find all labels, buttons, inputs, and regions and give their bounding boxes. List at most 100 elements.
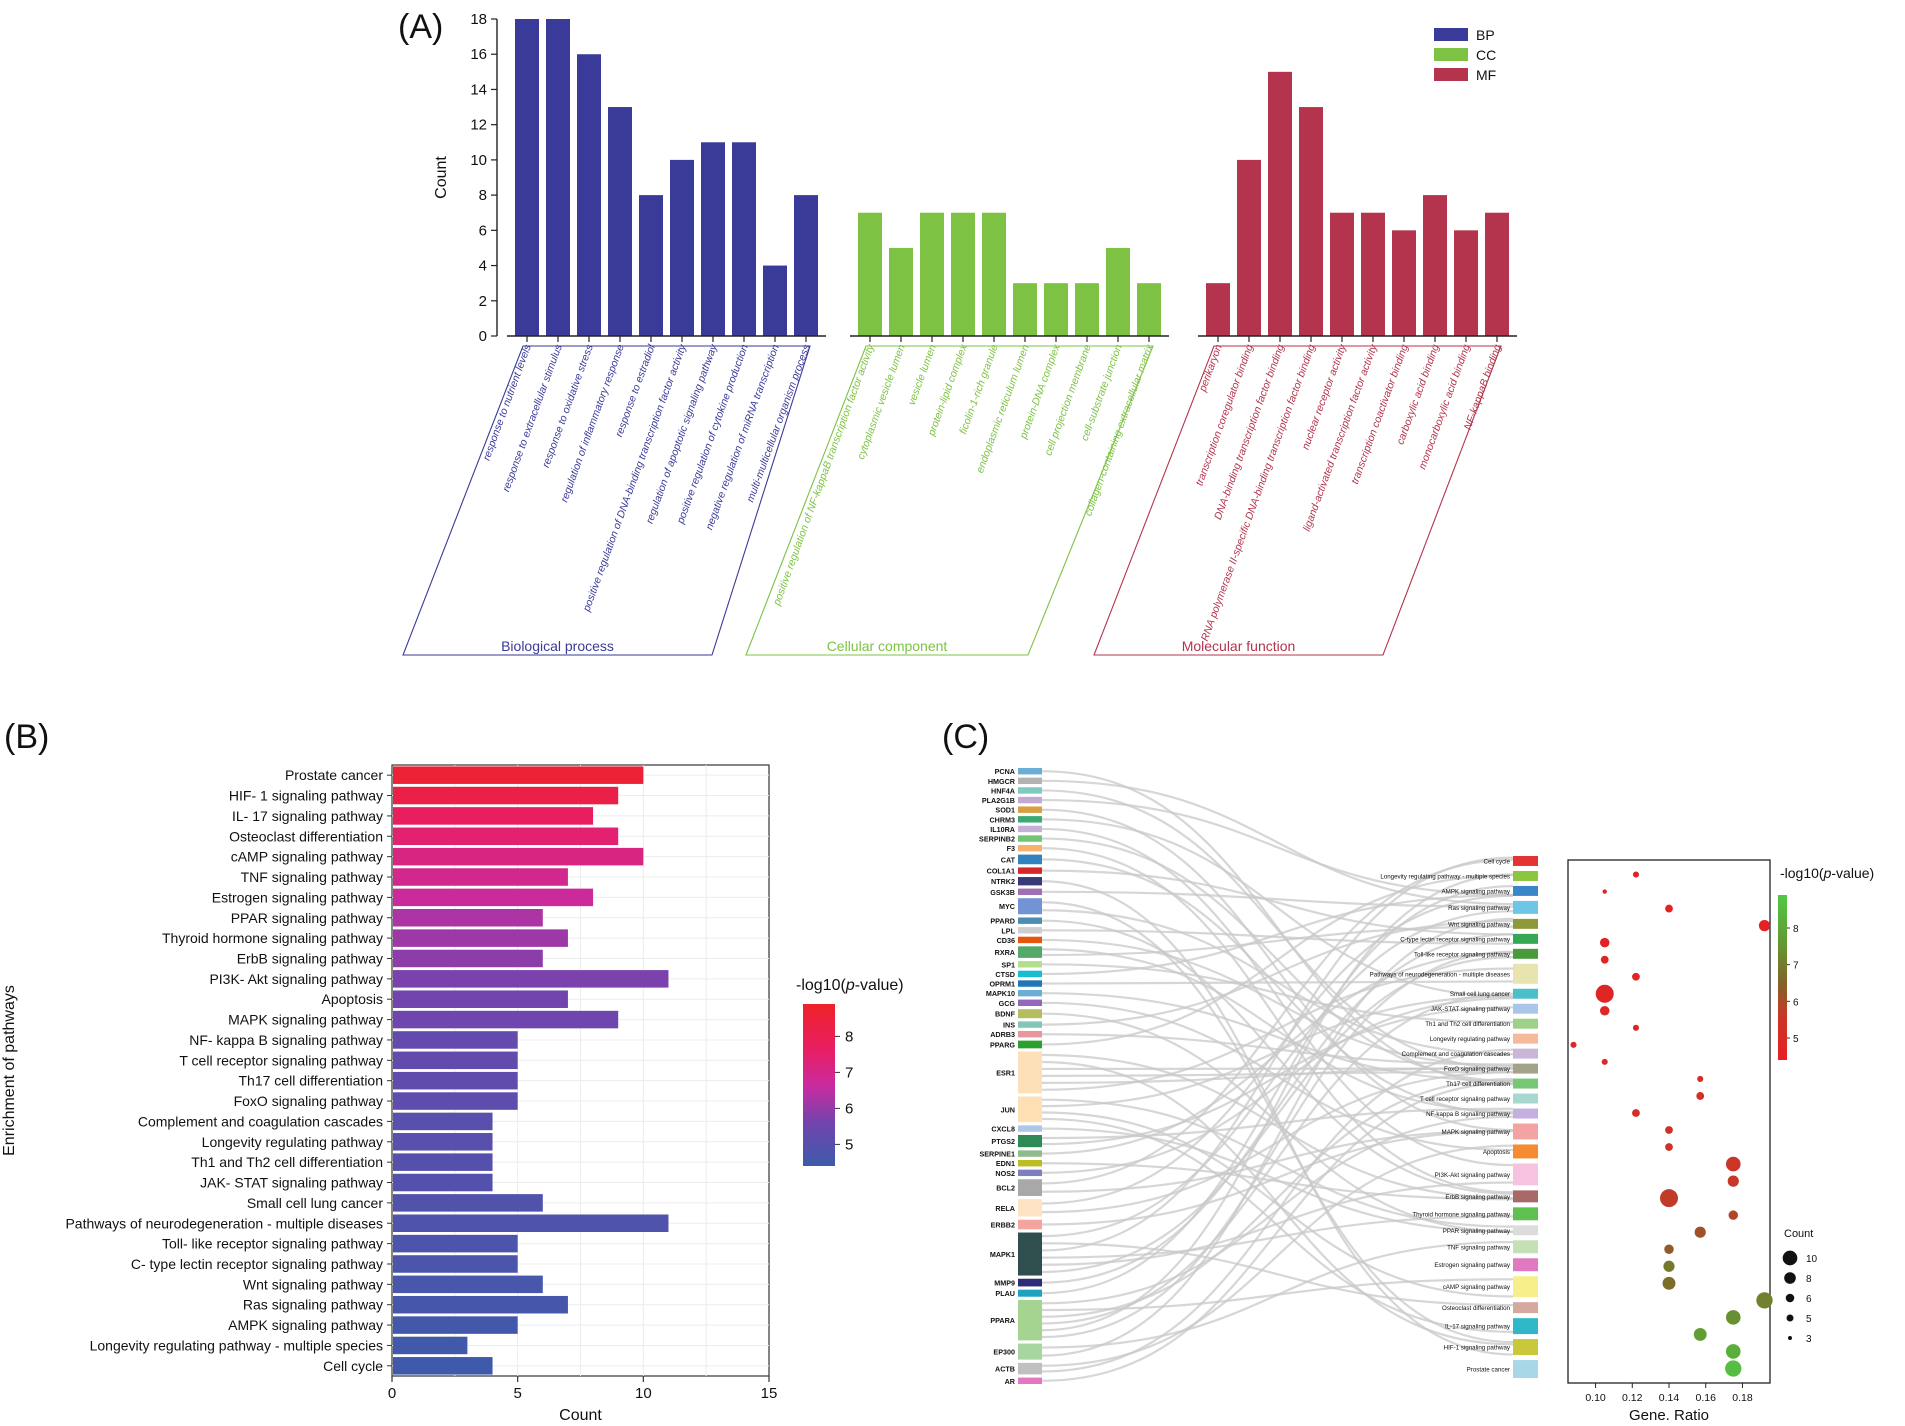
panel-b-y-tick-label: IL- 17 signaling pathway bbox=[232, 808, 383, 824]
panel-c-gene-label: RXRA bbox=[995, 948, 1015, 957]
panel-c-pathway-node bbox=[1513, 870, 1538, 881]
panel-c-flow-link bbox=[1041, 856, 1514, 1252]
panel-c-flow-link bbox=[1041, 1242, 1514, 1307]
panel-c-gene-label: PPARG bbox=[990, 1040, 1015, 1049]
panel-c-gene-label: CTSD bbox=[995, 970, 1015, 979]
panel-c-pathway-node bbox=[1513, 1339, 1538, 1356]
panel-c-gene-label: PLA2G1B bbox=[982, 796, 1015, 805]
panel-b-colorbar-title-italic: p bbox=[845, 977, 855, 994]
panel-b-y-tick-label: Cell cycle bbox=[323, 1358, 383, 1374]
panel-b-y-tick-label: Th1 and Th2 cell differentiation bbox=[191, 1154, 383, 1170]
panel-b-y-tick-label: Thyroid hormone signaling pathway bbox=[162, 930, 383, 946]
panel-c-dot bbox=[1632, 972, 1640, 981]
panel-c-pathway-node bbox=[1513, 933, 1538, 944]
panel-c-flow-link bbox=[1041, 827, 1514, 1167]
panel-a-bar bbox=[1106, 247, 1130, 336]
panel-c-dot bbox=[1663, 1260, 1675, 1272]
panel-c-gene-label: LPL bbox=[1001, 926, 1015, 935]
panel-c-gene-label: CD36 bbox=[997, 936, 1015, 945]
panel-c-gene-label: GSK3B bbox=[990, 888, 1015, 897]
panel-b-bar bbox=[393, 1173, 493, 1192]
panel-c-gene-node bbox=[1018, 936, 1042, 944]
panel-c-pathway-node bbox=[1513, 1190, 1538, 1203]
panel-c-gene-node bbox=[1018, 1009, 1042, 1019]
panel-c-gene-node bbox=[1018, 1362, 1042, 1375]
panel-c-gene-node bbox=[1018, 1134, 1042, 1148]
panel-c-gene-label: IL10RA bbox=[990, 825, 1015, 834]
panel-c-colorbar-title-end: -value) bbox=[1831, 865, 1874, 881]
panel-c-flow-link bbox=[1041, 885, 1514, 1295]
panel-a-group-label: Molecular function bbox=[1182, 638, 1296, 654]
panel-b-label: (B) bbox=[4, 718, 49, 756]
panel-b-y-axis-label: Enrichment of pathways bbox=[1, 985, 18, 1156]
panel-c-gene-node bbox=[1018, 787, 1042, 794]
panel-b-y-tick-label: Apoptosis bbox=[322, 991, 383, 1007]
panel-c-colorbar-tick-label: 6 bbox=[1793, 997, 1799, 1008]
panel-b-y-tick-label: cAMP signaling pathway bbox=[231, 849, 383, 865]
panel-c-gene-label: MAPK10 bbox=[986, 989, 1015, 998]
panel-b-bar bbox=[393, 888, 594, 907]
panel-a-y-tick-label: 2 bbox=[479, 293, 487, 310]
panel-a-bar bbox=[794, 195, 818, 336]
panel-b-bar bbox=[393, 949, 543, 968]
panel-c-size-legend-label: 5 bbox=[1806, 1314, 1812, 1325]
panel-c-gene-node bbox=[1018, 917, 1042, 924]
panel-c-pathway-node bbox=[1513, 963, 1538, 984]
panel-c-dot bbox=[1660, 1189, 1678, 1208]
panel-c-flow-link bbox=[1041, 963, 1514, 1024]
panel-c-pathway-label: Wnt signaling pathway bbox=[1448, 921, 1511, 928]
panel-c-gene-node bbox=[1018, 1289, 1042, 1297]
panel-b-bar bbox=[393, 1214, 669, 1233]
panel-c-gene-label: PTGS2 bbox=[991, 1137, 1015, 1146]
panel-c-gene-label: PPARA bbox=[990, 1316, 1015, 1325]
panel-c-flow-link bbox=[1041, 1078, 1514, 1318]
panel-c-pathway-node bbox=[1513, 1163, 1538, 1186]
panel-c-colorbar-title-start: -log10( bbox=[1780, 865, 1824, 881]
panel-a-bar bbox=[1137, 283, 1161, 336]
panel-c-gene-node bbox=[1018, 1021, 1042, 1028]
panel-a-x-tick-label: vesicle lumen bbox=[906, 343, 939, 407]
panel-c-x-tick-label: 0.10 bbox=[1585, 1392, 1606, 1404]
panel-c-pathway-node bbox=[1513, 1123, 1538, 1140]
panel-c-flow-link bbox=[1041, 948, 1514, 1113]
panel-a-bar bbox=[577, 54, 601, 336]
panel-c-dot bbox=[1693, 1327, 1707, 1341]
panel-c-dot bbox=[1665, 904, 1673, 913]
panel-c-pathway-label: Osteoclast differentiation bbox=[1442, 1305, 1511, 1312]
panel-c-flow-link bbox=[1041, 894, 1514, 1205]
panel-c-gene-label: CAT bbox=[1001, 855, 1016, 864]
panel-b-bar bbox=[393, 1194, 543, 1212]
panel-c-gene-label: GCG bbox=[999, 999, 1016, 1008]
panel-b-x-tick-label: 10 bbox=[635, 1385, 652, 1402]
panel-c-dot bbox=[1756, 1292, 1773, 1309]
panel-b-bar bbox=[393, 1133, 493, 1151]
panel-a-y-tick-label: 4 bbox=[479, 258, 487, 275]
panel-c-flow-link bbox=[1041, 779, 1514, 906]
panel-c-pathway-label: Th1 and Th2 cell differentiation bbox=[1425, 1021, 1510, 1028]
panel-c-pathway-label: AMPK signaling pathway bbox=[1442, 888, 1511, 895]
panel-c-x-tick-label: 0.12 bbox=[1622, 1392, 1643, 1404]
panel-a-bar bbox=[670, 159, 694, 336]
panel-c-dot bbox=[1697, 1075, 1704, 1082]
panel-c-gene-node bbox=[1018, 980, 1042, 987]
panel-c-pathway-node bbox=[1513, 1207, 1538, 1221]
panel-c-gene-node bbox=[1018, 961, 1042, 968]
panel-c-pathway-label: C-type lectin receptor signaling pathway bbox=[1400, 936, 1511, 943]
panel-b-y-tick-label: Pathways of neurodegeneration - multiple… bbox=[65, 1215, 383, 1231]
panel-c-flow-link bbox=[1041, 956, 1514, 1274]
panel-c-gene-node bbox=[1018, 888, 1042, 896]
panel-c-x-tick-label: 0.18 bbox=[1732, 1392, 1753, 1404]
panel-c-gene-node bbox=[1018, 877, 1042, 886]
panel-c-gene-label: ADRB3 bbox=[990, 1030, 1015, 1039]
panel-c-pathway-label: MAPK signaling pathway bbox=[1442, 1129, 1511, 1136]
panel-a-y-axis-label: Count bbox=[433, 156, 450, 199]
panel-c-gene-node bbox=[1018, 1160, 1042, 1167]
panel-b-bar bbox=[393, 1071, 518, 1090]
panel-b-y-tick-label: JAK- STAT signaling pathway bbox=[200, 1175, 383, 1191]
panel-c-pathway-label: Pathways of neurodegeneration - multiple… bbox=[1370, 971, 1510, 978]
panel-c-gene-node bbox=[1018, 867, 1042, 874]
panel-c-flow-link bbox=[1041, 1006, 1514, 1146]
panel-c-colorbar-tick-label: 7 bbox=[1793, 961, 1799, 972]
panel-c-gene-label: SERPINE1 bbox=[979, 1150, 1015, 1159]
